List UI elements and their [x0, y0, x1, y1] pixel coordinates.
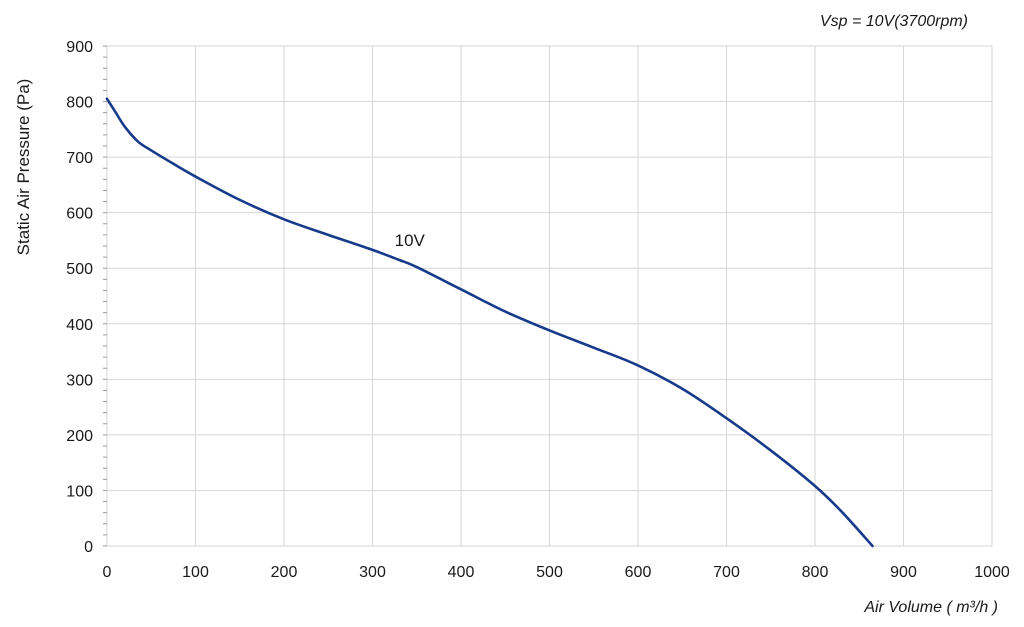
speed-annotation: Vsp = 10V(3700rpm) — [820, 13, 968, 30]
y-tick-label: 900 — [66, 39, 93, 56]
x-tick-label: 600 — [625, 564, 652, 581]
x-tick-label: 200 — [271, 564, 298, 581]
y-tick-labels: 0 100 200 300 400 500 600 700 800 900 — [66, 39, 93, 556]
y-tick-label: 500 — [66, 261, 93, 278]
y-tick-label: 700 — [66, 150, 93, 167]
y-tick-label: 200 — [66, 428, 93, 445]
y-tick-label: 800 — [66, 95, 93, 112]
x-tick-label: 0 — [103, 564, 112, 581]
x-tick-label: 300 — [359, 564, 386, 581]
x-tick-label: 700 — [713, 564, 740, 581]
grid — [106, 45, 993, 547]
x-tick-label: 400 — [448, 564, 475, 581]
y-axis-title: Static Air Pressure (Pa) — [14, 79, 33, 256]
x-tick-label: 500 — [536, 564, 563, 581]
x-tick-label: 1000 — [974, 564, 1010, 581]
y-tick-label: 100 — [66, 483, 93, 500]
x-axis-title: Air Volume ( m³/h ) — [863, 599, 998, 616]
x-tick-label: 900 — [890, 564, 917, 581]
x-tick-label: 800 — [802, 564, 829, 581]
y-tick-label: 0 — [84, 539, 93, 556]
y-tick-label: 600 — [66, 206, 93, 223]
series-line-10v — [105, 97, 874, 548]
y-minor-ticks — [103, 45, 107, 547]
x-tick-labels: 0 100 200 300 400 500 600 700 800 900 1000 — [103, 564, 1010, 581]
y-tick-label: 300 — [66, 372, 93, 389]
y-tick-label: 400 — [66, 317, 93, 334]
x-tick-label: 100 — [182, 564, 209, 581]
series-label-10v: 10V — [395, 231, 426, 250]
